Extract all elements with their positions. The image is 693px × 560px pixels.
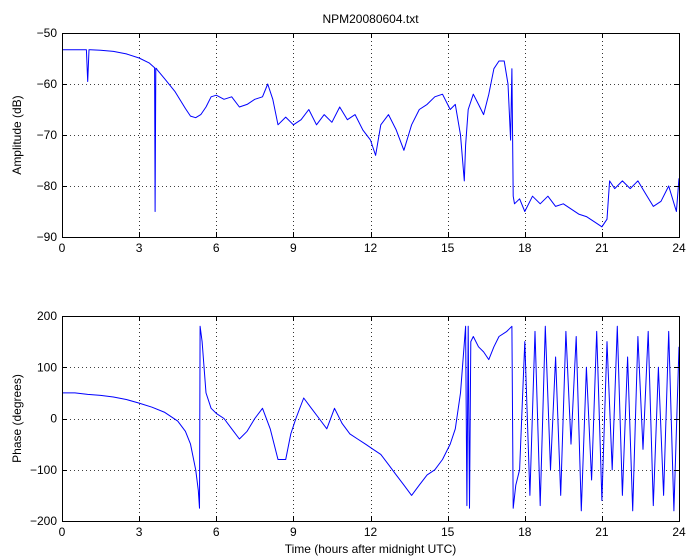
y-tick-label: −60 bbox=[37, 77, 58, 91]
x-tick-label: 3 bbox=[136, 525, 143, 539]
x-tick-label: 9 bbox=[290, 241, 297, 255]
x-tick-label: 18 bbox=[518, 241, 532, 255]
amplitude-ticks: 0 3 6 9 12 15 18 21 24 −50 −60 −70 −80 −90 bbox=[37, 26, 686, 255]
amplitude-plot-area bbox=[62, 33, 679, 237]
x-tick-label: 9 bbox=[290, 525, 297, 539]
phase-y-axis-label: Phase (degrees) bbox=[10, 374, 24, 463]
x-tick-label: 6 bbox=[213, 241, 220, 255]
y-tick-label: −50 bbox=[37, 26, 58, 40]
x-tick-label: 15 bbox=[441, 525, 455, 539]
x-tick-label: 21 bbox=[595, 525, 609, 539]
data-line bbox=[62, 49, 680, 228]
x-tick-label: 12 bbox=[364, 525, 378, 539]
x-tick-label: 15 bbox=[441, 241, 455, 255]
amplitude-series bbox=[62, 49, 680, 228]
x-tick-label: 0 bbox=[59, 525, 66, 539]
x-tick-label: 6 bbox=[213, 525, 220, 539]
x-tick-label: 24 bbox=[672, 525, 686, 539]
phase-series bbox=[62, 325, 680, 512]
phase-plot-area bbox=[62, 316, 679, 521]
x-tick-label: 0 bbox=[59, 241, 66, 255]
y-tick-label: −100 bbox=[30, 463, 57, 477]
y-tick-label: 100 bbox=[37, 360, 57, 374]
x-tick-label: 21 bbox=[595, 241, 609, 255]
x-tick-label: 3 bbox=[136, 241, 143, 255]
phase-x-axis-label: Time (hours after midnight UTC) bbox=[285, 542, 457, 556]
y-tick-label: −70 bbox=[37, 128, 58, 142]
chart-title: NPM20080604.txt bbox=[322, 12, 419, 26]
x-tick-label: 24 bbox=[672, 241, 686, 255]
x-tick-label: 18 bbox=[518, 525, 532, 539]
x-tick-label: 12 bbox=[364, 241, 378, 255]
amplitude-y-axis-label: Amplitude (dB) bbox=[10, 95, 24, 174]
phase-grid bbox=[62, 316, 679, 521]
y-tick-label: 0 bbox=[50, 412, 57, 426]
amplitude-grid bbox=[62, 33, 679, 237]
y-tick-label: −90 bbox=[37, 230, 58, 244]
amplitude-panel: 0 3 6 9 12 15 18 21 24 −50 −60 −70 −80 −90 NPM2008060… bbox=[10, 12, 686, 255]
y-tick-label: −200 bbox=[30, 514, 57, 528]
y-tick-label: 200 bbox=[37, 309, 57, 323]
data-line bbox=[62, 325, 680, 512]
phase-ticks: 0 3 6 9 12 15 18 21 24 200 100 0 −100 −200 bbox=[30, 309, 686, 539]
phase-panel: 0 3 6 9 12 15 18 21 24 200 100 0 −100 −200 Time (hour… bbox=[10, 309, 686, 556]
y-tick-label: −80 bbox=[37, 179, 58, 193]
